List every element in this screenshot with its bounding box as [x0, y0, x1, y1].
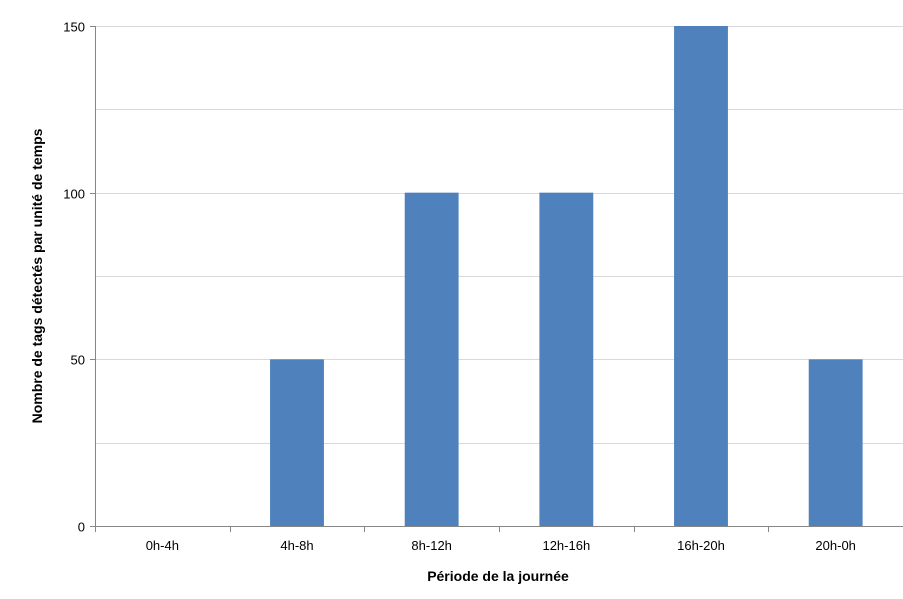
y-tick-label: 150 — [63, 20, 85, 35]
y-tick-label: 0 — [78, 520, 85, 535]
bar-20h-0h — [808, 359, 863, 526]
y-tick-label: 100 — [63, 187, 85, 202]
x-tick-label: 12h-16h — [542, 538, 590, 553]
y-axis-title: Nombre de tags détectés par unité de tem… — [29, 128, 45, 423]
y-tick-labels: 0 50 100 150 — [63, 20, 85, 535]
x-tick-labels: 0h-4h 4h-8h 8h-12h 12h-16h 16h-20h 20h-0h — [146, 538, 856, 553]
x-tick-label: 8h-12h — [411, 538, 451, 553]
x-tick-label: 16h-20h — [677, 538, 725, 553]
bar-16h-20h — [674, 26, 728, 526]
y-tick-label: 50 — [71, 353, 85, 368]
x-tick-label: 20h-0h — [815, 538, 855, 553]
bar-8h-12h — [404, 192, 459, 526]
bars — [270, 26, 863, 526]
axes — [90, 26, 903, 532]
gridlines — [95, 26, 903, 444]
bar-12h-16h — [539, 192, 594, 526]
bar-4h-8h — [270, 359, 324, 526]
x-tick-label: 0h-4h — [146, 538, 179, 553]
x-axis-title: Période de la journée — [427, 568, 569, 584]
x-tick-label: 4h-8h — [280, 538, 313, 553]
